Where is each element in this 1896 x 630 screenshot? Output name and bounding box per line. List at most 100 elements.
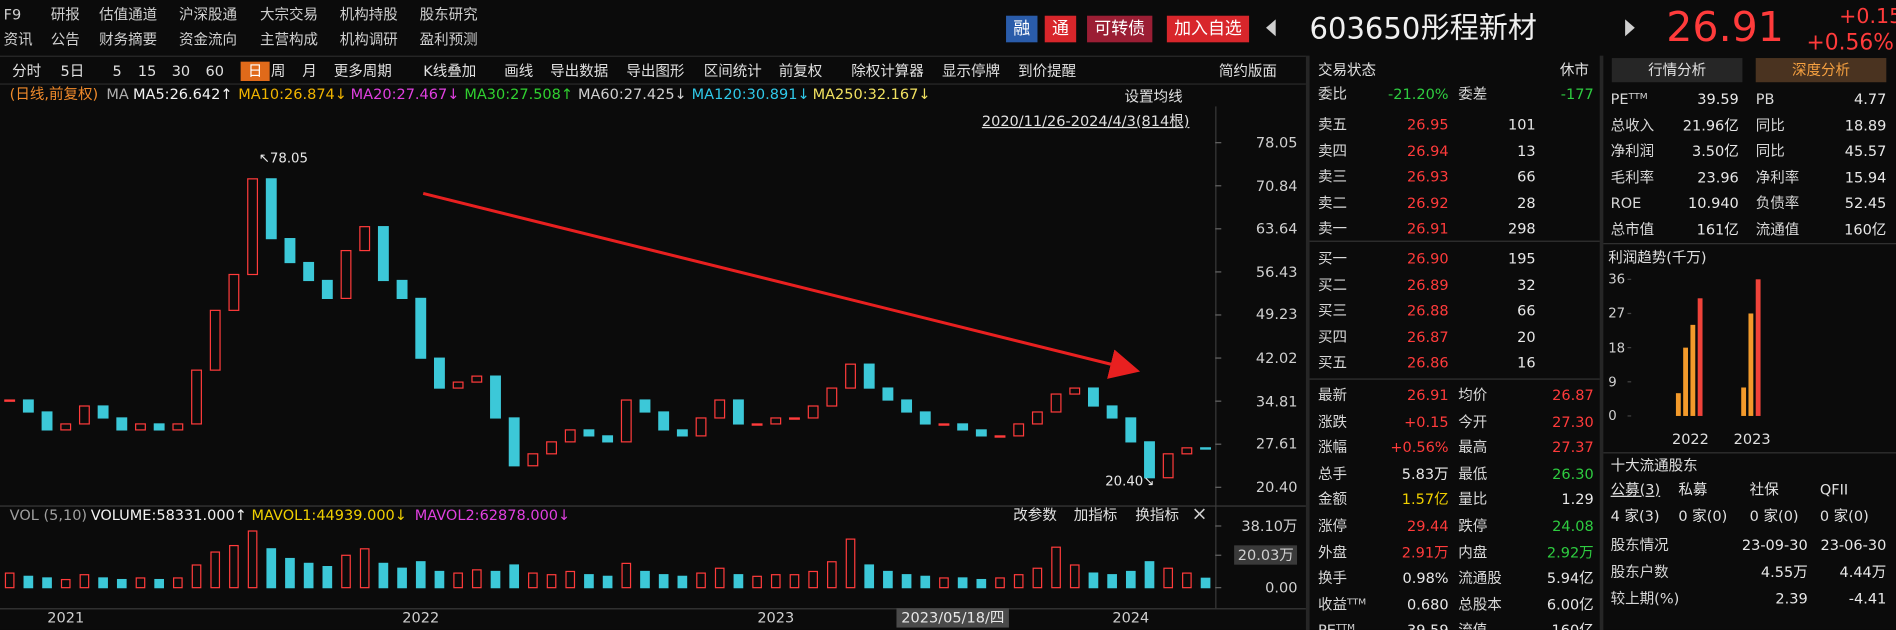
- toolbar-item[interactable]: 5: [112, 62, 122, 80]
- indicator-button[interactable]: 改参数: [1013, 506, 1057, 524]
- toolbar-item[interactable]: 导出数据: [550, 62, 609, 80]
- holder-label: 较上期(%): [1610, 590, 1680, 608]
- toolbar-item[interactable]: 周: [270, 62, 286, 80]
- stat-value: 5.83万: [1401, 465, 1449, 483]
- volume-bar: [98, 577, 108, 589]
- divider: [0, 505, 1306, 507]
- volume-bar: [359, 548, 370, 589]
- holder-value: 4.44万: [1839, 563, 1887, 581]
- menu-item[interactable]: 研报: [50, 6, 80, 23]
- book-volume: 66: [1517, 168, 1536, 186]
- menu-item[interactable]: 机构调研: [339, 31, 398, 49]
- toolbar-item[interactable]: 除权计算器: [851, 62, 924, 80]
- candle: [546, 441, 557, 455]
- toolbar-item[interactable]: 画线: [504, 62, 534, 80]
- candle: [676, 429, 688, 437]
- y-tick-label: 78.05: [1255, 134, 1298, 152]
- candle: [957, 423, 969, 431]
- header-button[interactable]: 加入自选: [1166, 15, 1250, 43]
- candle: [97, 405, 109, 419]
- volume-bar: [1107, 574, 1117, 589]
- book-volume: 66: [1517, 302, 1536, 320]
- next-arrow[interactable]: [1625, 19, 1635, 37]
- volume-header: VOL (5,10): [9, 506, 88, 524]
- menu-item[interactable]: 主营构成: [259, 31, 319, 49]
- toolbar-item[interactable]: 15: [137, 62, 157, 80]
- toolbar-item[interactable]: K线叠加: [423, 62, 477, 80]
- volume-bar: [471, 569, 482, 589]
- toolbar-item[interactable]: 分时: [12, 62, 42, 80]
- fund-label: 净利率: [1755, 169, 1800, 186]
- ma-settings[interactable]: 设置均线: [1124, 88, 1183, 106]
- holder-value: 2.39: [1775, 590, 1808, 608]
- volume-bar: [1200, 577, 1211, 589]
- prev-arrow[interactable]: [1266, 19, 1276, 37]
- volume-bar: [191, 564, 202, 589]
- book-level: 买三: [1318, 302, 1348, 320]
- toolbar-item[interactable]: 前复权: [778, 62, 823, 80]
- toolbar-item[interactable]: 日: [240, 61, 270, 82]
- volume-bar: [677, 575, 688, 589]
- candle: [284, 238, 296, 264]
- min-annotation: 20.40↘: [1105, 473, 1155, 490]
- menu-item[interactable]: 资讯: [3, 31, 33, 49]
- book-level: 卖四: [1318, 142, 1348, 160]
- tab[interactable]: 深度分析: [1755, 58, 1887, 83]
- toolbar-item[interactable]: 显示停牌: [941, 62, 1001, 80]
- ma-prefix: (日线,前复权): [9, 85, 99, 103]
- volume-bar: [864, 564, 875, 589]
- holder-type[interactable]: 社保: [1749, 481, 1779, 499]
- holder-type[interactable]: 私募: [1678, 481, 1708, 499]
- menu-item[interactable]: 估值通道: [99, 6, 158, 23]
- toolbar-item[interactable]: 5日: [60, 62, 85, 80]
- menu-item[interactable]: 机构持股: [339, 6, 398, 23]
- y-tick-label: 63.64: [1255, 220, 1298, 238]
- volume-bar: [640, 570, 650, 589]
- menu-item[interactable]: 沪深股通: [178, 6, 238, 23]
- header-button[interactable]: 融: [1006, 15, 1038, 43]
- candle: [1013, 423, 1025, 437]
- volume-bar: [4, 572, 15, 589]
- toolbar-item[interactable]: 到价提醒: [1018, 62, 1077, 80]
- stat-label: 涨幅: [1318, 439, 1348, 457]
- indicator-button[interactable]: 换指标: [1135, 506, 1179, 524]
- indicator-button[interactable]: 加指标: [1073, 506, 1118, 524]
- candle: [265, 178, 277, 240]
- menu-item[interactable]: 大宗交易: [259, 6, 319, 23]
- menu-item[interactable]: 盈利预测: [419, 31, 478, 49]
- toolbar-item[interactable]: 30: [171, 62, 191, 80]
- menu-item[interactable]: 股东研究: [419, 6, 478, 23]
- ma-legend-item: MA120:30.891↓: [691, 85, 810, 103]
- toolbar-item[interactable]: 简约版面: [1218, 62, 1277, 80]
- toolbar-item[interactable]: 月: [302, 62, 317, 80]
- menu-item[interactable]: 财务摘要: [99, 31, 158, 49]
- candle: [751, 423, 763, 426]
- ma-label: MA: [106, 85, 129, 103]
- candle: [321, 279, 333, 300]
- book-label: 委比: [1318, 85, 1348, 103]
- menu-item[interactable]: 公告: [50, 31, 80, 49]
- y-tick-label: 20.40: [1255, 478, 1298, 496]
- menu-item[interactable]: 资金流向: [178, 31, 238, 49]
- toolbar-item[interactable]: 60: [205, 62, 225, 80]
- profit-bar: [1690, 324, 1696, 416]
- candle: [695, 417, 707, 437]
- menu-item[interactable]: F9: [3, 6, 22, 23]
- close-icon[interactable]: [1194, 508, 1205, 520]
- x-tick-label: 2023: [757, 609, 795, 627]
- toolbar-item[interactable]: 区间统计: [703, 62, 762, 80]
- book-level: 卖一: [1318, 220, 1348, 237]
- tab[interactable]: 行情分析: [1611, 58, 1743, 83]
- header-button[interactable]: 通: [1044, 15, 1077, 43]
- status-label: 交易状态: [1318, 61, 1377, 79]
- holder-type[interactable]: 公募(3): [1610, 481, 1661, 499]
- toolbar-item[interactable]: 导出图形: [626, 62, 685, 80]
- header-button[interactable]: 可转债: [1087, 15, 1153, 43]
- date-range: 2020/11/26-2024/4/3(814根): [981, 112, 1190, 130]
- toolbar-item[interactable]: 更多周期: [333, 62, 392, 80]
- candle: [116, 417, 128, 431]
- book-volume: 298: [1507, 220, 1536, 237]
- last-price: 26.91: [1666, 3, 1784, 52]
- holder-type[interactable]: QFII: [1819, 481, 1849, 499]
- candle: [1144, 441, 1155, 479]
